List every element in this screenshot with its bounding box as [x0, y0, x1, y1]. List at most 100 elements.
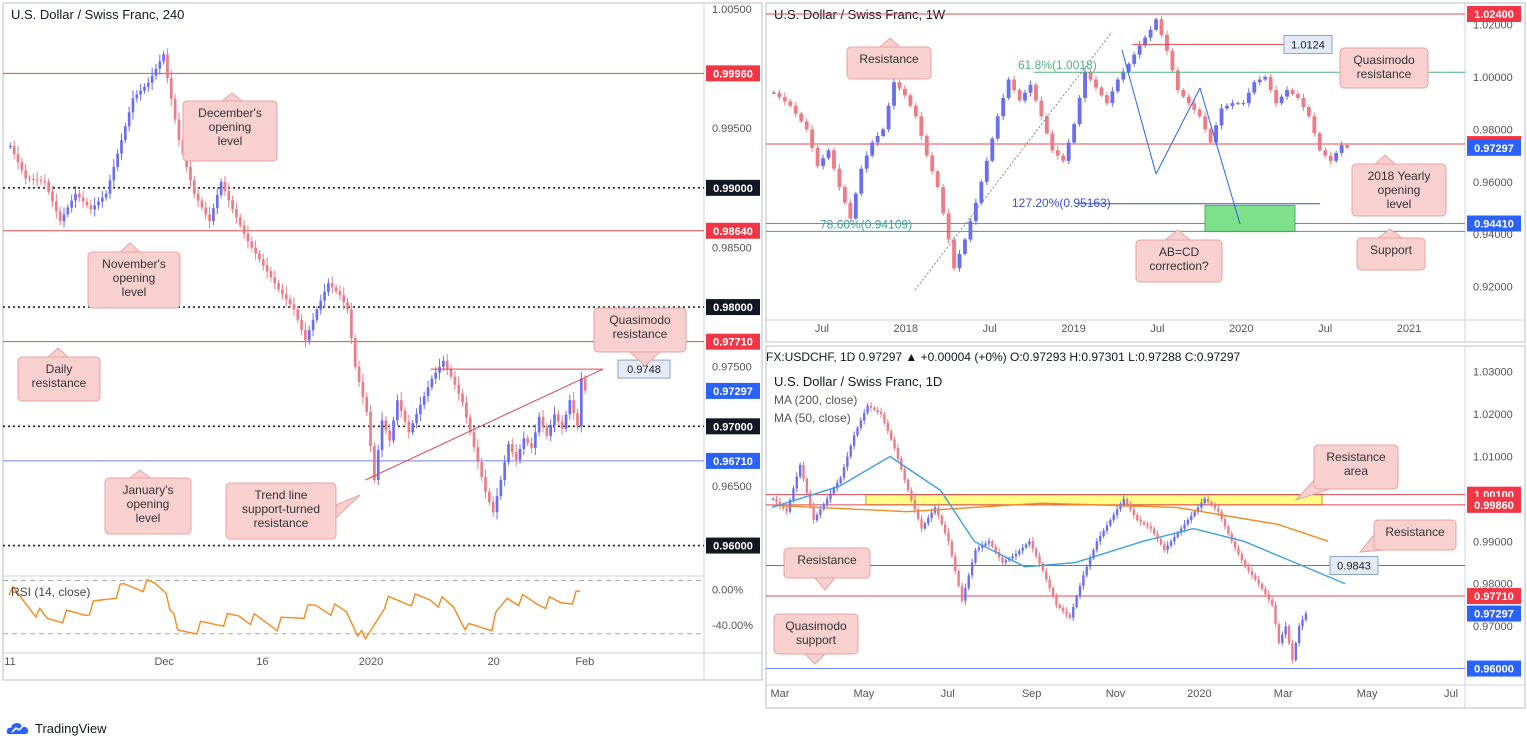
h4-callout-december-line-2: level	[218, 134, 243, 148]
h4-candle-108	[422, 396, 426, 405]
w1-xtick-0: Jul	[815, 323, 829, 335]
footer: TradingView	[6, 718, 107, 738]
w1-candle-32	[946, 213, 951, 240]
h4-callout-trendline-line-1: support-turned	[242, 502, 320, 516]
d1-callout-quasimodo-support-line-0: Quasimodo	[785, 619, 847, 633]
h4-candle-49	[196, 193, 200, 201]
w1-candle-15	[853, 193, 858, 219]
d1-candle-114	[1156, 533, 1159, 540]
h4-candle-67	[265, 265, 269, 272]
d1-candle-87	[1065, 611, 1068, 615]
h4-candle-82	[323, 291, 326, 301]
h4-candle-0	[9, 146, 12, 148]
h4-tag-label-1: 0.99000	[713, 183, 753, 195]
d1-candle-22	[846, 456, 849, 468]
h4-candle-41	[166, 54, 169, 79]
w1-candle-85	[1236, 103, 1240, 105]
d1-candle-49	[937, 507, 940, 516]
h4-candle-3	[20, 162, 24, 171]
d1-candle-130	[1210, 502, 1213, 506]
h4-candle-20	[85, 201, 89, 206]
h4-tag-2	[706, 222, 760, 239]
d1-candle-44	[920, 519, 923, 529]
d1-candle-80	[1041, 563, 1045, 572]
d1-candle-35	[890, 431, 893, 440]
d1-tag-label-price: 0.97297	[1474, 609, 1514, 621]
w1-candle-21	[886, 105, 891, 130]
w1-candle-74	[1175, 70, 1180, 91]
h4-candle-71	[281, 289, 284, 295]
w1-callout-yearly-line-2: level	[1387, 197, 1412, 211]
d1-candle-92	[1082, 575, 1085, 586]
w1-tag-label-2: 0.94410	[1474, 218, 1514, 230]
h4-candle-76	[300, 319, 303, 331]
w1-candle-87	[1246, 92, 1251, 104]
w1-candle-92	[1274, 90, 1279, 104]
w1-tag-0	[1467, 6, 1521, 23]
w1-candle-73	[1170, 50, 1175, 71]
w1-xtick-5: 2020	[1229, 323, 1253, 335]
w1-candle-30	[935, 171, 940, 188]
w1-candle-94	[1285, 90, 1289, 97]
h4-callout-december-line-1: opening	[209, 120, 252, 134]
d1-candle-123	[1186, 520, 1190, 525]
d1-candle-132	[1217, 508, 1220, 512]
w1-xtick-7: 2021	[1397, 323, 1421, 335]
d1-candle-4	[785, 508, 788, 512]
d1-callout-resistance-area	[1313, 444, 1399, 490]
h4-rsi-label: RSI (14, close)	[11, 585, 90, 599]
w1-ytick-3: 0.96000	[1473, 177, 1513, 189]
w1-label-box	[1283, 34, 1333, 54]
h4-label-box-text: 0.9748	[627, 364, 661, 376]
d1-candle-54	[954, 556, 957, 572]
h4-candle-30	[123, 126, 127, 141]
w1-candle-101	[1323, 150, 1328, 156]
h4-candle-29	[120, 140, 123, 154]
h4-tag-label-price: 0.97297	[713, 386, 753, 398]
w1-candle-46	[1023, 92, 1027, 101]
d1-candle-90	[1075, 596, 1078, 608]
h4-candle-36	[146, 82, 150, 87]
d1-ma-label-0: MA (200, close)	[774, 393, 857, 407]
w1-fib-label-2: 78.60%(0.94109)	[820, 217, 912, 231]
h4-xtick-4: 20	[488, 656, 500, 668]
w1-candle-71	[1159, 19, 1164, 35]
h4-tag-6	[706, 452, 760, 469]
h4-candle-89	[350, 309, 353, 339]
h4-candle-126	[491, 502, 495, 513]
h4-candle-69	[273, 277, 277, 284]
h4-tag-label-7: 0.96000	[713, 541, 753, 553]
h4-candle-121	[472, 432, 476, 448]
w1-candle-31	[941, 187, 946, 214]
w1-candle-56	[1077, 97, 1082, 125]
d1-candle-147	[1267, 594, 1270, 600]
d1-candle-1	[775, 498, 778, 503]
d1-candle-50	[940, 515, 943, 525]
h4-candle-42	[169, 78, 173, 99]
h4-candle-115	[449, 368, 453, 377]
h4-callout-january-line-0: January's	[123, 483, 174, 497]
d1-candle-37	[896, 448, 900, 459]
w1-candle-72	[1165, 34, 1169, 51]
w1-candle-49	[1039, 100, 1044, 117]
h4-candle-35	[143, 86, 146, 91]
d1-candle-10	[805, 478, 809, 493]
w1-candle-26	[913, 105, 918, 117]
h4-candle-150	[583, 378, 587, 391]
d1-candle-29	[869, 405, 873, 408]
d1-candle-56	[960, 585, 964, 601]
d1-candle-59	[970, 562, 974, 576]
d1-candle-41	[910, 490, 913, 500]
w1-candle-60	[1099, 87, 1104, 96]
w1-tag-2	[1467, 215, 1521, 232]
h4-candle-33	[135, 94, 139, 99]
w1-ytick-5: 0.92000	[1473, 282, 1513, 294]
w1-candle-82	[1219, 108, 1224, 126]
d1-xtick-2: Jul	[941, 688, 955, 700]
h4-candle-61	[242, 225, 246, 234]
w1-ytick-0: 1.02000	[1473, 19, 1513, 31]
d1-candle-108	[1136, 514, 1139, 521]
w1-xtick-4: Jul	[1150, 323, 1164, 335]
d1-tag-1	[1467, 496, 1521, 513]
h4-tag-label-3: 0.98000	[713, 302, 753, 314]
